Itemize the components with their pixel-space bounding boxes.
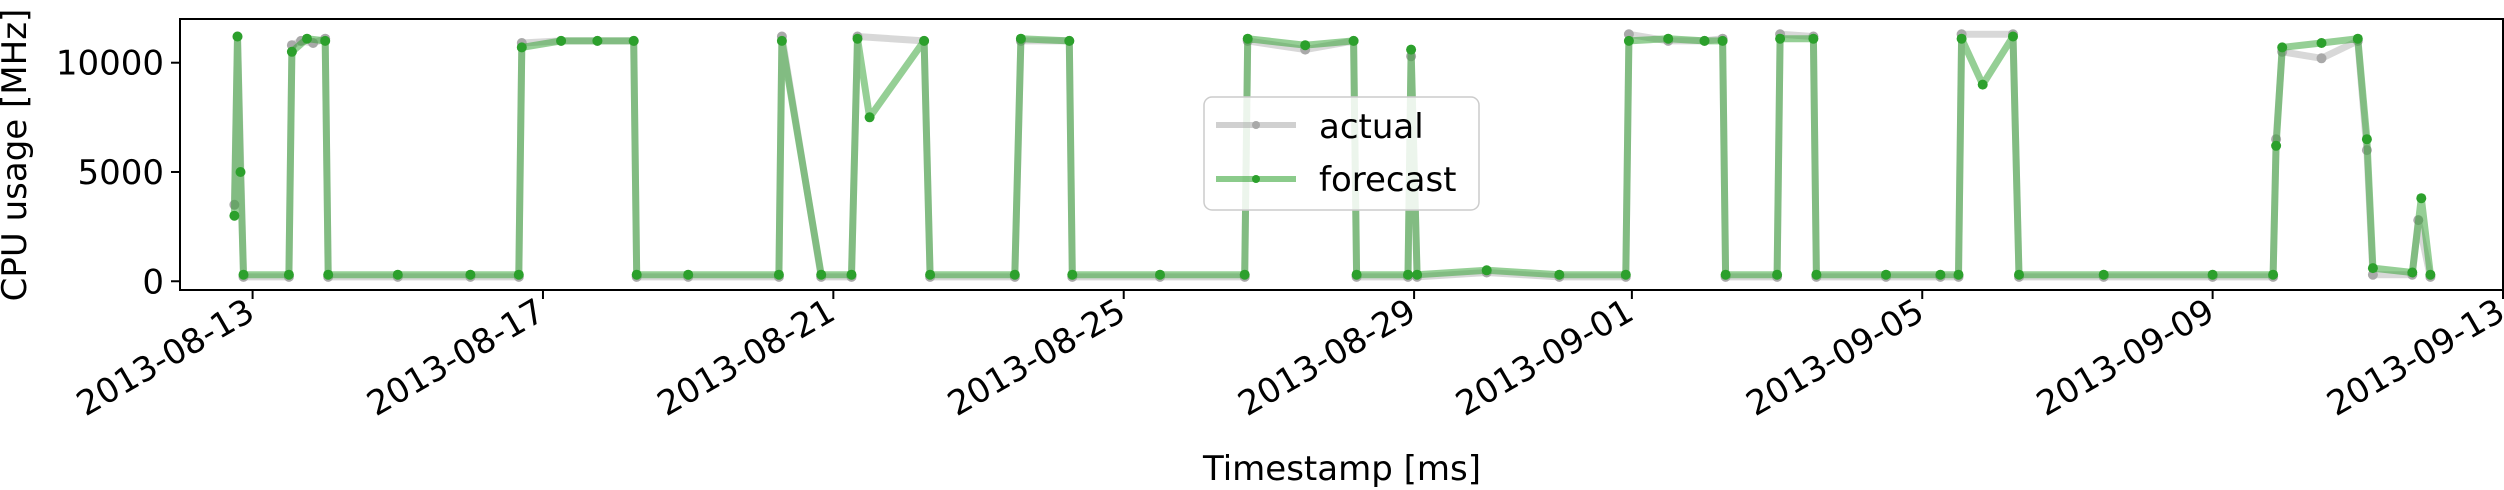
data-point-forecast [1935,269,1946,280]
data-point-forecast [2271,140,2282,151]
data-point-forecast [1775,33,1786,44]
data-point-forecast [1015,33,1026,44]
data-point-forecast [302,33,312,44]
data-point-forecast [852,33,863,44]
data-point-forecast [2361,134,2372,145]
data-point-forecast [1403,269,1413,280]
plot-frame [179,18,2504,291]
data-point-forecast [513,269,524,280]
data-point-forecast [1720,269,1731,280]
x-axis-label: Timestamp [ms] [1202,449,1481,489]
data-point-forecast [1239,269,1250,280]
data-point-forecast [1481,265,1492,276]
data-point-forecast [1067,269,1078,280]
legend-marker-forecast [1252,175,1260,183]
data-point-forecast [1717,35,1728,46]
data-point-forecast [773,269,784,280]
data-point-forecast [232,31,243,42]
y-axis-label: CPU usage [MHz] [0,9,35,302]
data-point-forecast [2407,267,2418,278]
data-point-forecast [919,35,930,46]
data-point-forecast [1953,269,1964,280]
legend: actual forecast [1203,96,1480,211]
data-point-forecast [323,269,334,280]
data-point-forecast [628,35,639,46]
data-point-forecast [1620,269,1631,280]
data-point-forecast [2008,31,2018,42]
data-point-forecast [1699,35,1710,46]
data-point-forecast [1406,44,1417,55]
data-point-forecast [238,269,249,280]
data-point-forecast [1663,33,1674,44]
data-point-forecast [1412,269,1423,280]
data-point-forecast [1009,269,1020,280]
data-point-forecast [1808,33,1819,44]
data-point-forecast [1977,79,1988,90]
data-point-forecast [465,269,476,280]
y-tick-label: 0 [142,262,164,302]
y-axis-ticks: 0 5000 10000 [56,44,180,302]
data-point-forecast [235,167,246,177]
data-point-forecast [2352,33,2363,44]
data-point-forecast [392,269,403,280]
data-point-forecast [2416,193,2427,204]
series-forecast [229,31,2436,280]
data-point-forecast [592,35,603,46]
data-point-forecast [229,210,240,221]
data-point-forecast [1881,269,1891,280]
data-point-forecast [846,269,857,280]
data-point-forecast [1623,35,1634,46]
data-point-forecast [1155,269,1165,280]
data-point-forecast [1351,269,1362,280]
data-point-forecast [2316,38,2327,48]
data-point-forecast [864,112,875,123]
data-point-forecast [1064,35,1075,46]
legend-label-actual: actual [1319,107,1424,147]
data-point-forecast [2014,269,2024,280]
data-point-forecast [1348,35,1359,46]
data-point-forecast [2207,269,2218,280]
data-point-forecast [1811,269,1822,280]
data-point-forecast [320,35,331,46]
data-point-forecast [1772,269,1783,280]
legend-marker-actual [1252,121,1260,129]
data-point-forecast [776,35,787,46]
data-point-forecast [2367,263,2378,274]
data-point-actual [2316,53,2327,64]
data-point-forecast [1956,33,1967,44]
data-point-forecast [556,35,567,46]
data-point-forecast [1300,40,1311,51]
data-point-forecast [683,269,694,280]
data-point-forecast [286,46,297,57]
data-point-forecast [2098,269,2109,280]
series-layer [229,29,2436,282]
data-point-forecast [2268,269,2279,280]
legend-label-forecast: forecast [1319,160,1457,200]
data-point-forecast [925,269,936,280]
data-point-forecast [283,269,294,280]
data-point-forecast [2277,42,2288,53]
data-point-forecast [516,42,527,53]
data-point-forecast [1554,269,1565,280]
y-tick-label: 5000 [77,153,164,193]
data-point-forecast [631,269,642,280]
y-tick-label: 10000 [56,44,164,84]
data-point-forecast [1242,33,1253,44]
data-point-forecast [816,269,827,280]
data-point-forecast [2425,269,2436,280]
